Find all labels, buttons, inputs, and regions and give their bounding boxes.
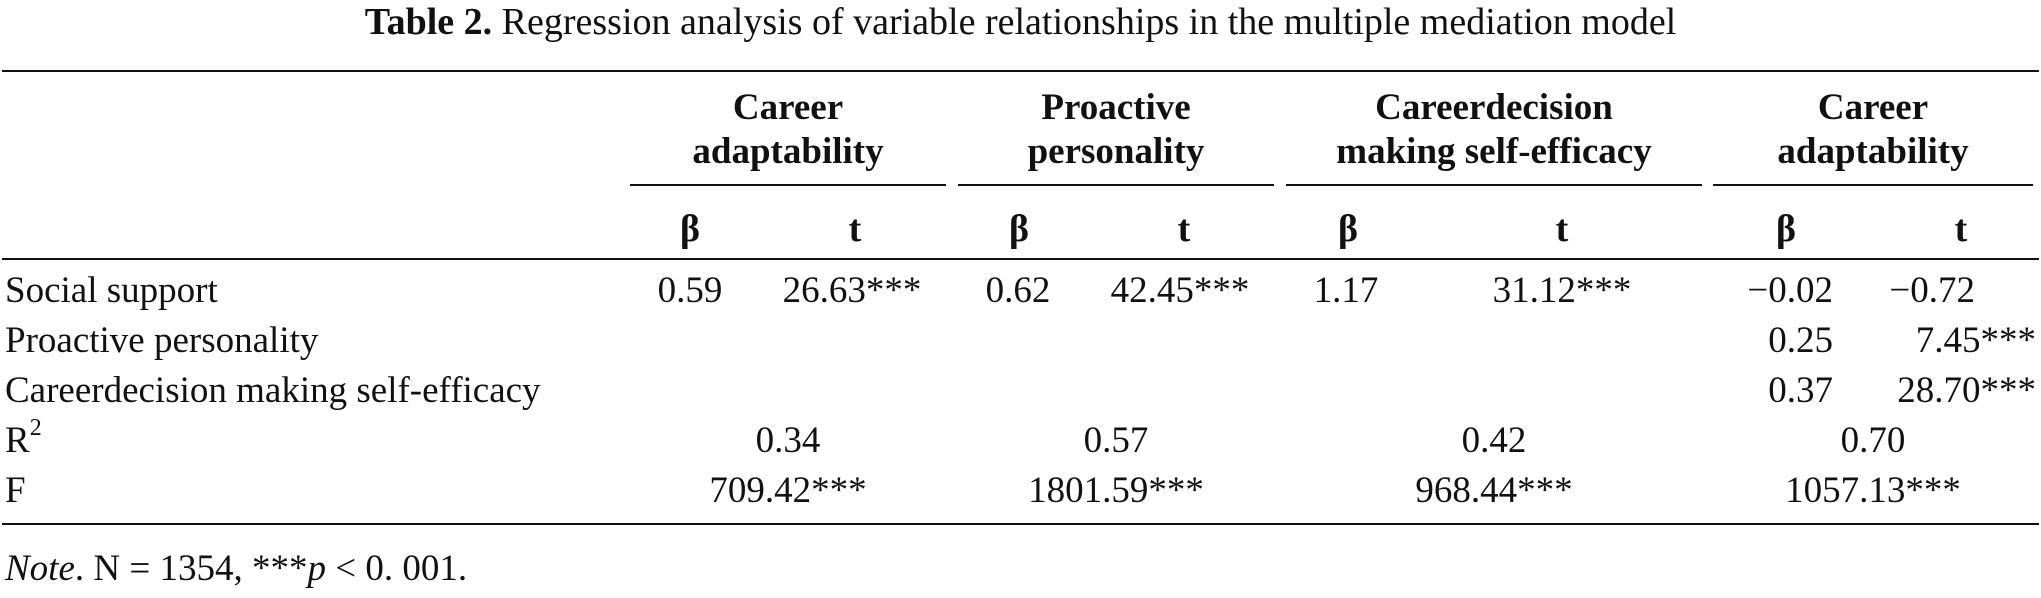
note-rest: < 0. 001. (325, 548, 468, 589)
table-caption-text: Regression analysis of variable relation… (501, 1, 1677, 43)
table-cell: 31.12*** (1492, 270, 1632, 311)
r-squared-superscript: 2 (29, 414, 42, 441)
top-rule (2, 70, 2039, 72)
group-header-career-decision-self-efficacy: Careerdecision making self-efficacy (1286, 86, 1702, 174)
table-cell: 0.59 (657, 270, 723, 311)
f-value: 709.42*** (709, 470, 867, 511)
r-squared-value: 0.70 (1840, 420, 1906, 461)
table-cell: 0.62 (985, 270, 1051, 311)
group-header-line: making self-efficacy (1336, 131, 1652, 172)
r-squared-value: 0.42 (1461, 420, 1527, 461)
table-caption-label: Table 2. (364, 1, 493, 43)
header-bottom-rule (2, 258, 2039, 260)
table-note: Note. N = 1354, ***p < 0. 001. (5, 548, 467, 590)
subheader-beta: β (1337, 208, 1359, 250)
f-value: 1801.59*** (1028, 470, 1204, 511)
subheader-beta: β (1775, 208, 1797, 250)
f-value: 1057.13*** (1785, 470, 1961, 511)
group-header-career-adaptability-2: Career adaptability (1713, 86, 2033, 174)
note-p: p (307, 548, 326, 589)
group-header-line: adaptability (692, 131, 884, 172)
subheader-t: t (1555, 208, 1569, 250)
table-cell: 26.63*** (782, 270, 922, 311)
row-label-r-squared: R2 (5, 416, 42, 462)
r-squared-label: R (5, 420, 30, 461)
group-underline (1286, 184, 1702, 186)
table-caption: Table 2. Regression analysis of variable… (0, 2, 2041, 42)
group-underline (630, 184, 946, 186)
note-text: . N = 1354, *** (74, 548, 308, 589)
group-header-line: Career (732, 87, 844, 128)
group-underline (1713, 184, 2033, 186)
row-label-f: F (5, 470, 26, 511)
table-cell: 42.45*** (1110, 270, 1250, 311)
table-cell: 28.70*** (1897, 370, 2036, 411)
table-cell: 0.25 (1768, 320, 1833, 361)
r-squared-value: 0.34 (755, 420, 821, 461)
row-label-social-support: Social support (5, 270, 218, 311)
subheader-beta: β (679, 208, 701, 250)
group-header-line: Career (1817, 87, 1929, 128)
subheader-t: t (1177, 208, 1191, 250)
bottom-rule (2, 523, 2039, 525)
note-label: Note (5, 548, 75, 589)
row-label-career-decision-self-efficacy: Careerdecision making self-efficacy (5, 370, 541, 411)
table-cell: 0.37 (1768, 370, 1833, 411)
row-label-proactive-personality: Proactive personality (5, 320, 319, 361)
group-underline (958, 184, 1274, 186)
group-header-proactive-personality: Proactive personality (958, 86, 1274, 174)
r-squared-value: 0.57 (1083, 420, 1149, 461)
subheader-beta: β (1008, 208, 1030, 250)
subheader-t: t (1954, 208, 1968, 250)
f-value: 968.44*** (1415, 470, 1573, 511)
table-cell: 7.45*** (1915, 320, 2036, 361)
group-header-line: Careerdecision (1375, 87, 1613, 128)
group-header-career-adaptability-1: Career adaptability (630, 86, 946, 174)
group-header-line: personality (1027, 131, 1205, 172)
group-header-line: adaptability (1777, 131, 1969, 172)
table-cell: −0.02 (1747, 270, 1833, 311)
table-cell: 1.17 (1313, 270, 1379, 311)
subheader-t: t (848, 208, 862, 250)
group-header-line: Proactive (1041, 87, 1191, 128)
table-cell: −0.72 (1889, 270, 1975, 311)
